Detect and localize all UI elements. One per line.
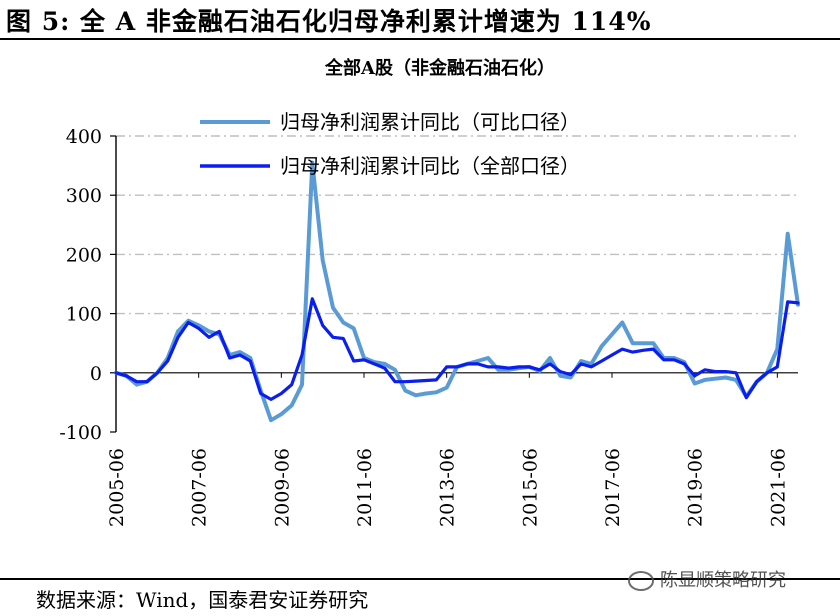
source-note: 数据来源：Wind，国泰君安证券研究 bbox=[36, 588, 369, 612]
watermark: 陈显顺策略研究 bbox=[628, 566, 786, 592]
x-tick-label: 2013-06 bbox=[437, 448, 459, 527]
legend-label-0: 归母净利润累计同比（可比口径） bbox=[280, 110, 580, 134]
legend: 归母净利润累计同比（可比口径） 归母净利润累计同比（全部口径） bbox=[200, 110, 580, 178]
y-tick-labels: 400 300 200 100 0 -100 bbox=[59, 126, 102, 444]
axes bbox=[110, 135, 798, 433]
y-tick-label: -100 bbox=[59, 422, 102, 444]
chart-title: 全部A股（非金融石油石化） bbox=[324, 57, 555, 79]
x-tick-label: 2005-06 bbox=[106, 448, 128, 527]
wechat-icon bbox=[628, 571, 654, 591]
series-line-1 bbox=[114, 297, 800, 401]
series-line-0 bbox=[114, 160, 800, 423]
x-tick-label: 2015-06 bbox=[519, 448, 541, 527]
x-tick-label: 2021-06 bbox=[767, 448, 789, 527]
x-tick-label: 2019-06 bbox=[685, 448, 707, 527]
title-rule bbox=[0, 38, 840, 40]
y-tick-label: 0 bbox=[90, 363, 102, 385]
y-tick-label: 200 bbox=[66, 244, 102, 266]
y-tick-label: 300 bbox=[66, 185, 102, 207]
x-tick-label: 2009-06 bbox=[271, 448, 293, 527]
watermark-text: 陈显顺策略研究 bbox=[660, 570, 786, 591]
x-tick-label: 2017-06 bbox=[602, 448, 624, 527]
legend-label-1: 归母净利润累计同比（全部口径） bbox=[280, 154, 580, 178]
y-tick-label: 100 bbox=[66, 304, 102, 326]
y-tick-label: 400 bbox=[66, 126, 102, 148]
figure-title: 图 5: 全 A 非金融石油石化归母净利累计增速为 114% bbox=[6, 7, 652, 36]
x-tick-labels: 2005-06 2007-06 2009-06 2011-06 2013-06 2015-… bbox=[106, 448, 789, 527]
footer-rule bbox=[0, 578, 840, 580]
x-tick-label: 2011-06 bbox=[354, 448, 376, 527]
series-lines bbox=[114, 160, 800, 423]
x-tick-label: 2007-06 bbox=[189, 448, 211, 527]
